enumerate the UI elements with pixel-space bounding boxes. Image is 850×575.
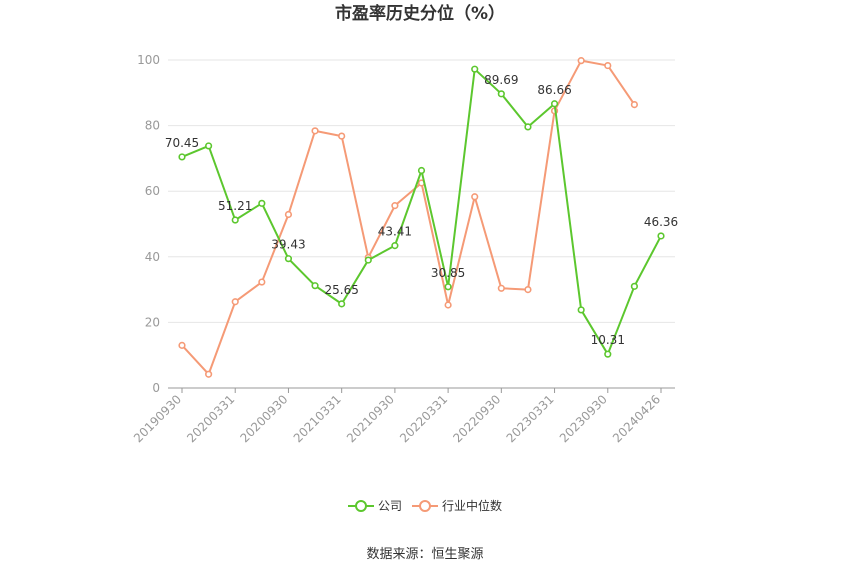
- data-point-company-20200630: [258, 199, 266, 207]
- data-label-company-20230930: 10.31: [591, 333, 625, 347]
- legend-company-label: 公司: [378, 499, 402, 513]
- data-source: 数据来源：恒生聚源: [366, 547, 483, 562]
- x-tick-label-20190930: 20190930: [131, 392, 184, 445]
- legend-company-marker: [355, 500, 367, 512]
- data-point-company-20221231: [524, 123, 532, 131]
- data-label-company-20240426: 46.36: [644, 215, 678, 229]
- y-tick-label-40: 40: [145, 250, 160, 264]
- chart-title: 市盈率历史分位（%）: [335, 3, 505, 24]
- data-point-industry-20230930: [604, 61, 612, 70]
- data-label-company-20220930: 89.69: [484, 73, 518, 87]
- data-point-company-20230331: [550, 100, 559, 108]
- y-tick-label-80: 80: [145, 119, 160, 133]
- data-label-company-20220331: 30.85: [431, 266, 465, 280]
- data-point-industry-20220930: [497, 284, 505, 292]
- series-line-industry-median: [181, 59, 636, 376]
- series-company: [178, 65, 665, 358]
- legend-industry-label: 行业中位数: [442, 498, 502, 513]
- data-point-industry-20201231: [311, 127, 319, 135]
- data-label-company-20200331: 51.21: [218, 199, 252, 213]
- data-point-industry-20200930: [284, 210, 293, 219]
- data-point-company-20200331: [231, 216, 239, 224]
- x-tick-label-20230930: 20230930: [557, 392, 610, 445]
- data-point-company-20210331: [338, 300, 346, 308]
- data-point-company-20201231: [311, 282, 319, 290]
- series-industry-median: [178, 57, 638, 378]
- data-label-company-20210331: 25.65: [324, 283, 358, 297]
- data-point-company-20240426: [657, 232, 665, 240]
- grid-lines: [168, 59, 675, 323]
- data-point-industry-20200331: [231, 298, 239, 306]
- data-label-company-20210930: 43.41: [378, 225, 412, 239]
- data-point-industry-20221231: [524, 286, 532, 294]
- data-point-company-20210630: [364, 256, 372, 264]
- x-tick-label-20240426: 20240426: [610, 392, 663, 445]
- series-line-company: [181, 68, 662, 356]
- data-label-company-20190930: 70.45: [165, 136, 199, 150]
- data-point-company-20191231: [205, 142, 213, 150]
- data-point-company-20220930: [497, 90, 505, 98]
- data-point-company-20220630: [471, 65, 479, 73]
- data-point-company-20190930: [178, 153, 186, 161]
- x-tick-label-20200331: 20200331: [184, 392, 237, 445]
- legend-item-industry-median[interactable]: 行业中位数: [412, 498, 502, 513]
- data-point-industry-20231231: [630, 101, 638, 109]
- data-point-industry-20191231: [205, 370, 213, 378]
- data-point-industry-20210331: [338, 132, 346, 140]
- data-label-company-20200930: 39.43: [271, 238, 305, 252]
- y-axis: 0 20 40 60 80 100: [137, 53, 160, 395]
- x-tick-label-20220331: 20220331: [397, 392, 450, 445]
- y-tick-label-20: 20: [145, 315, 160, 329]
- x-tick-label-20230331: 20230331: [504, 392, 557, 445]
- x-tick-label-20220930: 20220930: [450, 392, 503, 445]
- data-point-company-20230630: [577, 306, 585, 314]
- legend-item-company[interactable]: 公司: [348, 499, 402, 513]
- y-tick-label-0: 0: [152, 381, 160, 395]
- x-tick-label-20200930: 20200930: [237, 392, 290, 445]
- data-point-company-20220331: [444, 283, 452, 291]
- data-point-industry-20190930: [178, 341, 186, 349]
- data-label-company-20230331: 86.66: [537, 83, 571, 97]
- data-point-industry-20210930: [391, 202, 399, 210]
- y-tick-label-60: 60: [145, 184, 160, 198]
- data-point-industry-20220630: [471, 193, 479, 201]
- data-point-company-20231231: [630, 282, 638, 290]
- series-layer: [178, 57, 665, 378]
- x-tick-label-20210930: 20210930: [344, 392, 397, 445]
- data-point-company-20230930: [604, 350, 612, 358]
- data-point-company-20210930: [391, 242, 399, 250]
- data-point-industry-20200630: [258, 278, 266, 286]
- data-point-company-20200930: [284, 255, 293, 263]
- data-point-company-20211231: [417, 166, 426, 175]
- data-point-industry-20230630: [577, 57, 585, 65]
- data-point-industry-20220331: [444, 301, 452, 309]
- data-labels: 70.45 51.21 39.43 25.65 43.41 30.85 89.69 86.66…: [165, 73, 678, 347]
- legend-industry-marker: [419, 500, 431, 512]
- x-tick-label-20210331: 20210331: [291, 392, 344, 445]
- legend: 公司 行业中位数: [348, 498, 502, 513]
- x-axis: 20190930 20200331 20200930 20210331 20210930…: [131, 387, 675, 445]
- y-tick-label-100: 100: [137, 53, 160, 67]
